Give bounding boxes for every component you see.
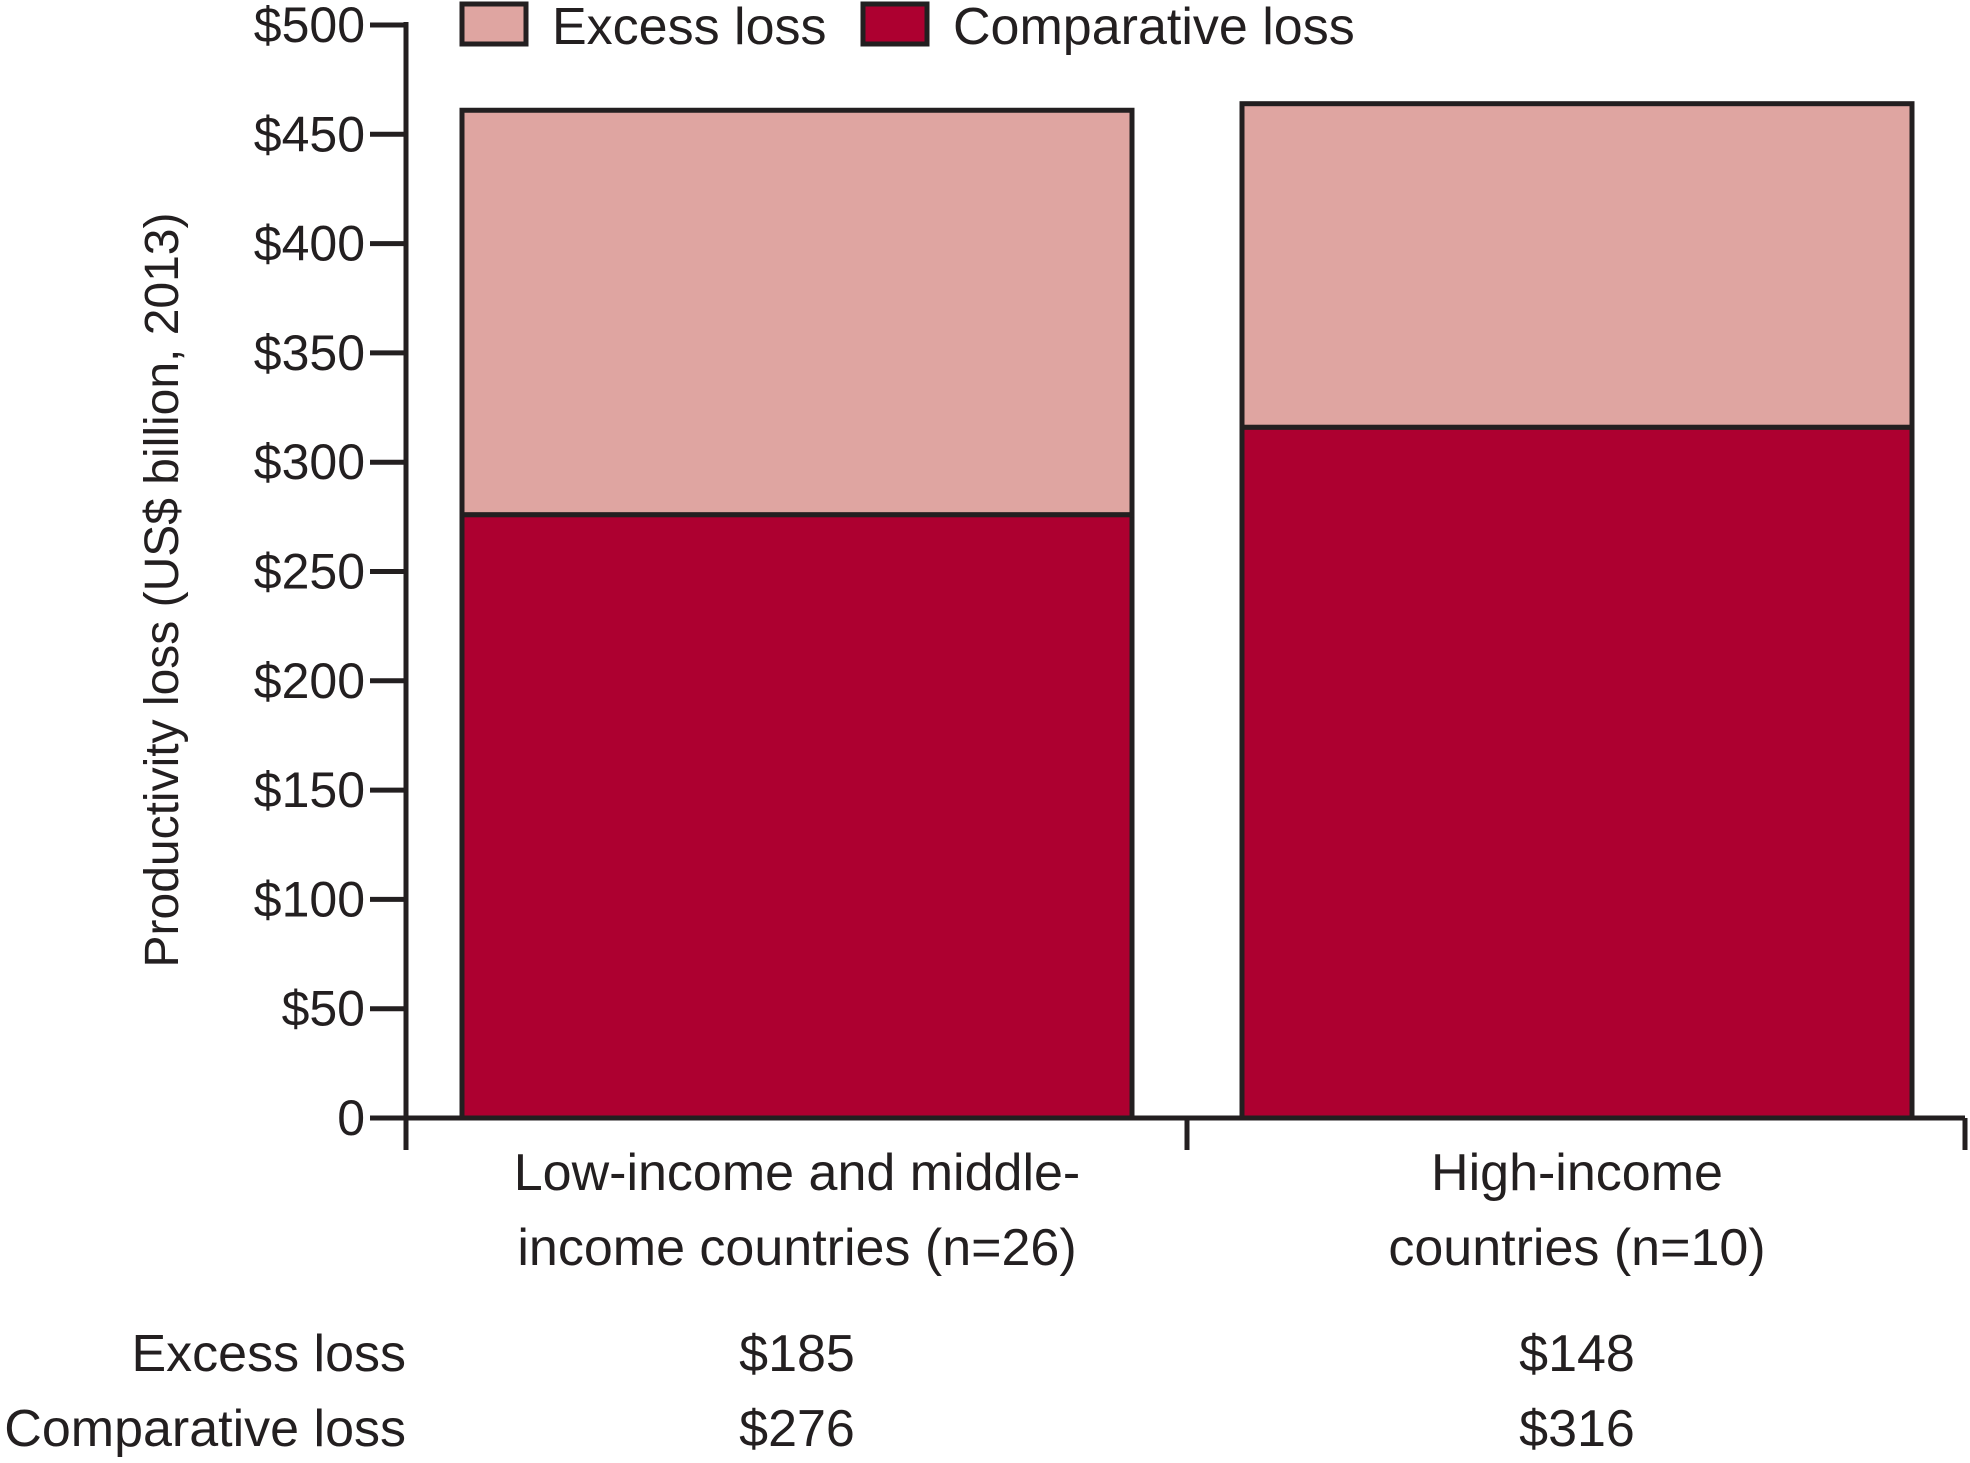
y-tick-label-300: $300	[254, 434, 365, 490]
y-axis-title: Productivity loss (US$ billion, 2013)	[136, 213, 189, 968]
y-tick-label-100: $100	[254, 871, 365, 927]
legend-label-excess-loss: Excess loss	[552, 0, 827, 56]
y-tick-label-500: $500	[254, 0, 365, 53]
category-label-0-line-0: Low-income and middle-	[514, 1144, 1081, 1202]
y-ticks: 0 $50 $100 $150 $200 $250 $300 $350 $400 $450 $500	[254, 0, 406, 1146]
y-tick-label-250: $250	[254, 544, 365, 600]
table-row-label-1: Comparative loss	[4, 1400, 406, 1458]
y-tick-label-50: $50	[282, 981, 365, 1037]
table-row-label-0: Excess loss	[131, 1325, 406, 1383]
category-label-1-line-0: High-income	[1431, 1144, 1723, 1202]
table-cell-0-0: $185	[739, 1325, 855, 1383]
legend-swatch-comparative-loss	[860, 1, 930, 47]
bar-excess-loss-1	[1239, 101, 1915, 430]
legend-swatch-excess-loss	[459, 1, 529, 47]
x-category-labels: Low-income and middle-income countries (…	[514, 1144, 1766, 1277]
legend: Excess loss Comparative loss	[459, 0, 1355, 56]
y-tick-label-150: $150	[254, 762, 365, 818]
y-tick-label-400: $400	[254, 216, 365, 272]
table-cell-0-1: $148	[1519, 1325, 1635, 1383]
legend-label-comparative-loss: Comparative loss	[953, 0, 1355, 56]
values-table: Excess loss $185 $148 Comparative loss $276 $…	[4, 1325, 1635, 1458]
y-tick-label-0: 0	[337, 1090, 365, 1146]
bar-comparative-loss-1	[1239, 424, 1915, 1121]
bar-excess-loss-0	[459, 107, 1135, 518]
y-tick-label-450: $450	[254, 106, 365, 162]
category-label-0-line-1: income countries (n=26)	[517, 1219, 1076, 1277]
bar-comparative-loss-0	[459, 512, 1135, 1121]
table-cell-1-1: $316	[1519, 1400, 1635, 1458]
y-tick-label-350: $350	[254, 325, 365, 381]
axes	[403, 22, 1968, 1150]
bars	[459, 101, 1915, 1121]
y-tick-label-200: $200	[254, 653, 365, 709]
table-cell-1-0: $276	[739, 1400, 855, 1458]
category-label-1-line-1: countries (n=10)	[1388, 1219, 1765, 1277]
